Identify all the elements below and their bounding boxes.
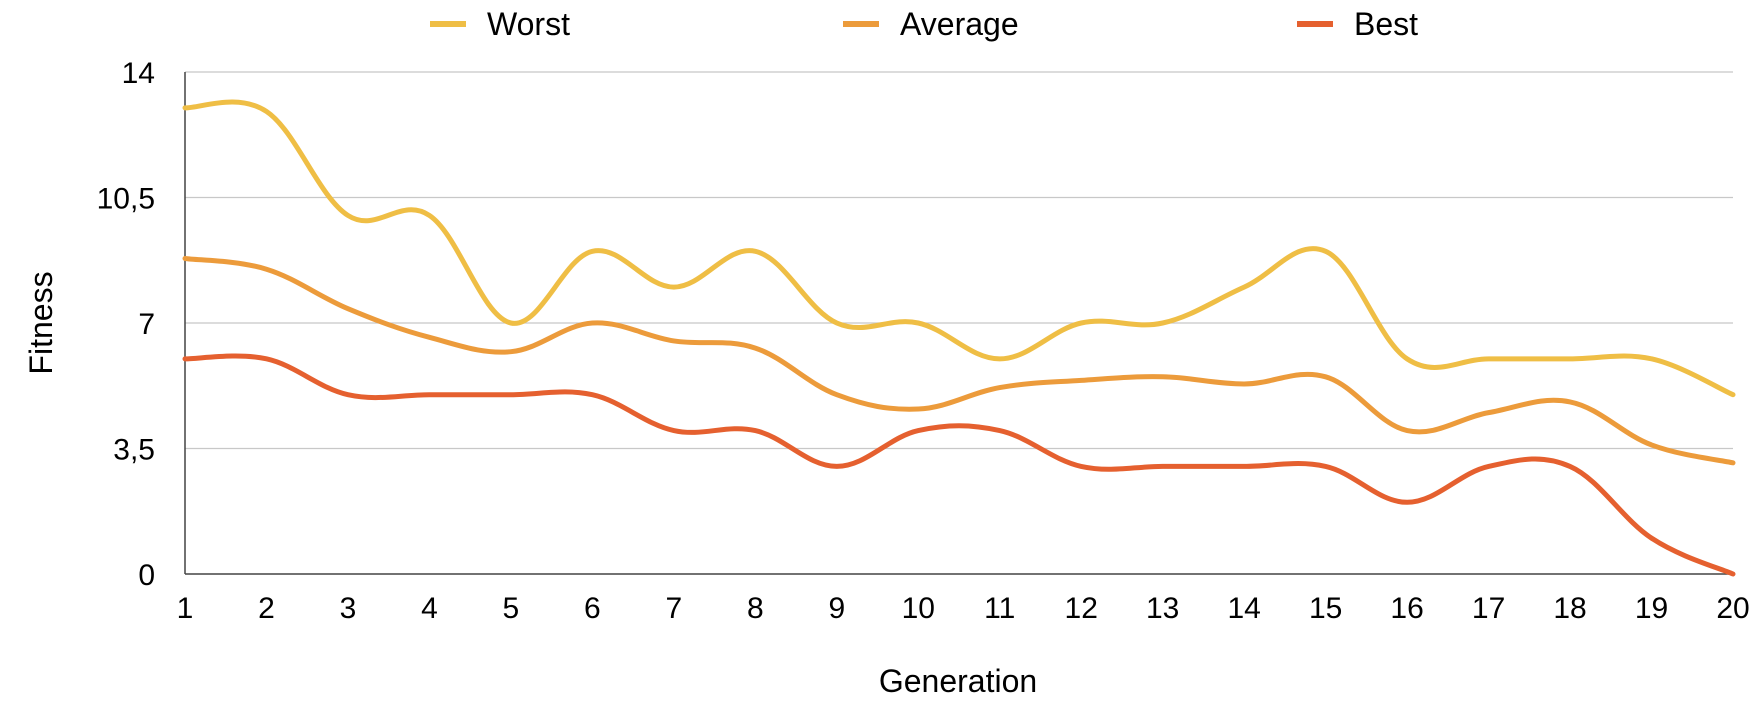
y-tick-label: 10,5 xyxy=(97,183,155,216)
legend-label-worst: Worst xyxy=(487,6,570,42)
legend: Worst Average Best xyxy=(430,6,1418,42)
x-tick-label: 9 xyxy=(828,592,845,625)
legend-label-best: Best xyxy=(1354,6,1418,42)
y-axis-title: Fitness xyxy=(23,271,59,374)
x-tick-label: 10 xyxy=(902,592,935,625)
x-tick-label: 6 xyxy=(584,592,601,625)
x-tick-label: 16 xyxy=(1390,592,1423,625)
x-tick-label: 5 xyxy=(503,592,520,625)
axes xyxy=(184,72,1733,575)
y-tick-label: 7 xyxy=(138,308,155,341)
series-line-average xyxy=(182,255,1736,466)
x-tick-label: 20 xyxy=(1716,592,1749,625)
x-tick-label: 19 xyxy=(1635,592,1668,625)
y-tick-label: 14 xyxy=(122,57,155,90)
x-tick-labels: 1 2 3 4 5 6 7 8 9 10 11 12 13 14 15 16 17 18 19 20 xyxy=(177,592,1750,625)
x-axis-title: Generation xyxy=(879,663,1037,699)
y-tick-label: 0 xyxy=(138,559,155,592)
x-tick-label: 18 xyxy=(1553,592,1586,625)
x-tick-label: 8 xyxy=(747,592,764,625)
x-tick-label: 15 xyxy=(1309,592,1342,625)
series-line-best xyxy=(182,353,1736,577)
gridlines xyxy=(185,71,1733,450)
x-tick-label: 17 xyxy=(1472,592,1505,625)
x-tick-label: 7 xyxy=(665,592,682,625)
x-tick-label: 2 xyxy=(258,592,275,625)
y-tick-label: 3,5 xyxy=(113,434,155,467)
y-tick-labels: 0 3,5 7 10,5 14 xyxy=(97,57,155,592)
series-line-worst xyxy=(182,99,1736,398)
x-tick-label: 1 xyxy=(177,592,194,625)
x-tick-label: 11 xyxy=(984,592,1015,625)
x-tick-label: 12 xyxy=(1065,592,1098,625)
x-tick-label: 3 xyxy=(340,592,357,625)
legend-label-average: Average xyxy=(900,6,1019,42)
series-lines xyxy=(182,99,1736,577)
x-tick-label: 4 xyxy=(421,592,438,625)
x-tick-label: 13 xyxy=(1146,592,1179,625)
x-tick-label: 14 xyxy=(1227,592,1260,625)
